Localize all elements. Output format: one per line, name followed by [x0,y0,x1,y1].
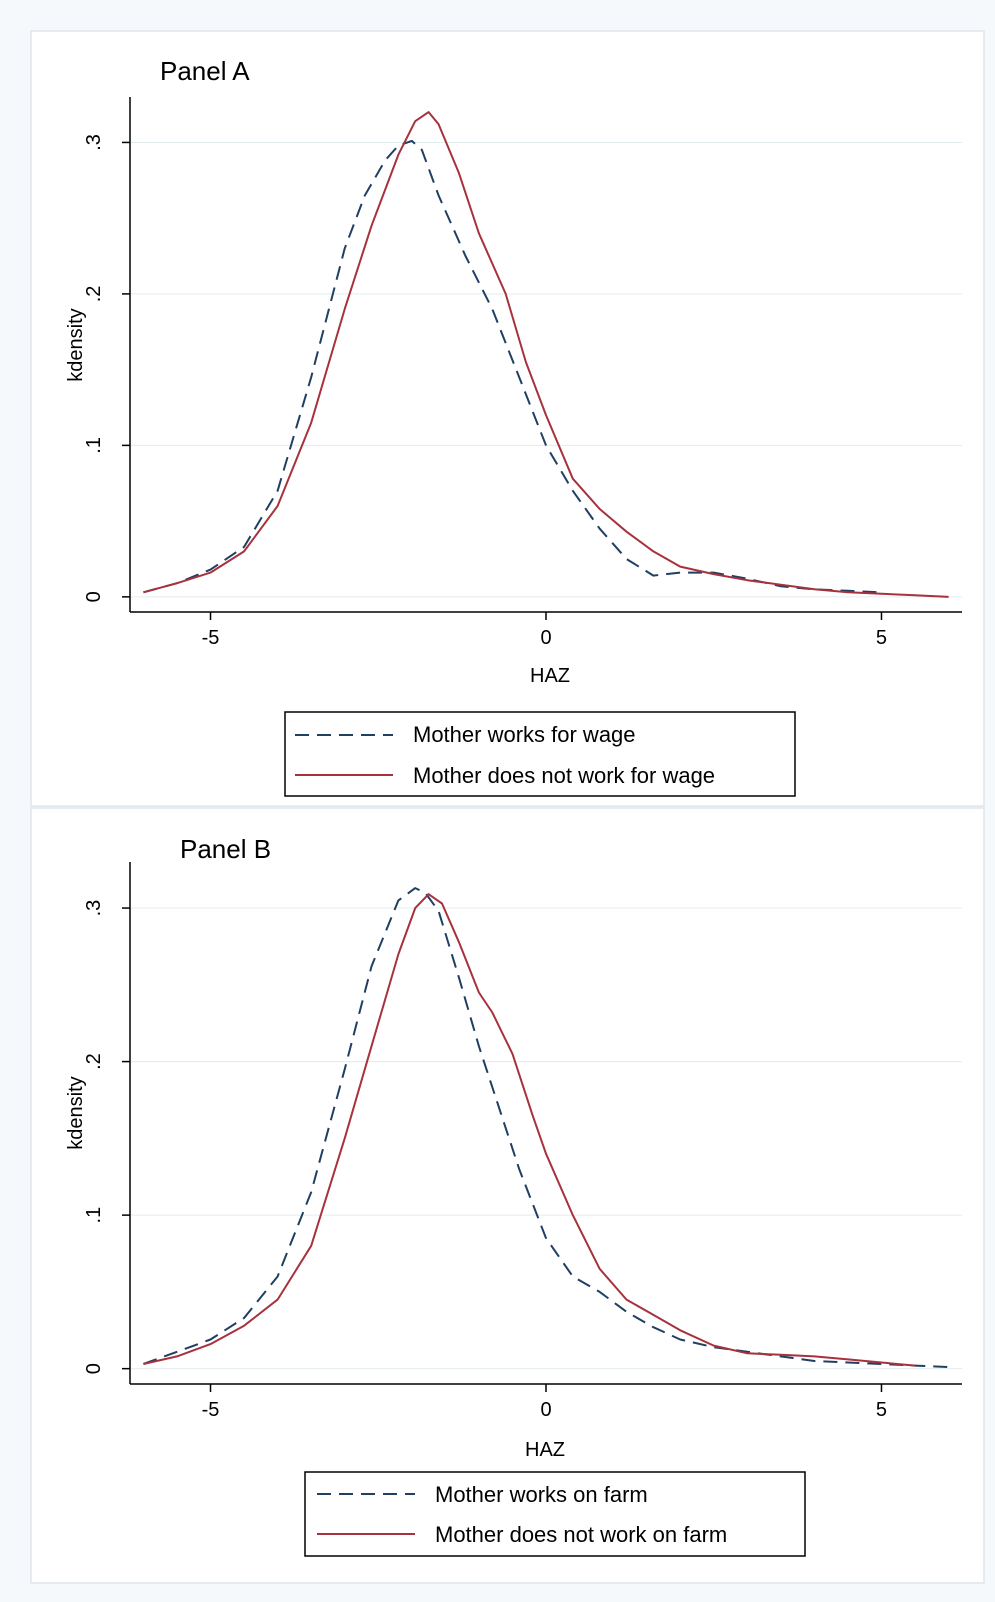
panel-b-ytick-label: .3 [83,900,105,917]
panel-b-background [30,807,985,1584]
panel-a-legend-label-no-wage: Mother does not work for wage [413,763,715,788]
panel-b-series-solid-line [143,893,916,1367]
panel-b-legend: Mother works on farm Mother does not wor… [304,1471,806,1557]
panel-b-legend-label-no-farm: Mother does not work on farm [435,1522,727,1547]
panel-b-ytick-label: .1 [83,1207,105,1224]
panel-a-plot: 0 .1 .2 .3 -5 0 5 [83,97,962,649]
panel-a-ytick-label: .2 [83,286,105,303]
panel-b-xtick-label: 5 [876,1399,887,1421]
panel-b-ytick-label: .2 [83,1053,105,1070]
panel-b-legend-box [304,1471,806,1557]
panel-b-xlabel: HAZ [525,1439,565,1461]
panel-b-plot: 0 .1 .2 .3 -5 0 5 [83,862,962,1421]
panel-a-legend-box [284,711,796,797]
panel-b-legend-label-farm: Mother works on farm [435,1482,648,1507]
panel-a-ylabel: kdensity [65,308,87,381]
panel-a-ytick-label: .3 [83,134,105,151]
panel-a-xlabel: HAZ [530,665,570,687]
panel-a-ytick-label: 0 [83,591,105,602]
panel-a-ytick-label: .1 [83,437,105,454]
panel-b-series-dashed-line [143,887,949,1369]
panel-a-background [30,30,985,807]
panel-b-xtick-label: 0 [540,1399,551,1421]
panel-a-series-dashed-line [143,139,882,594]
panel-a-xtick-label: -5 [202,627,220,649]
panel-a: Panel A kdensity HAZ 0 .1 .2 .3 -5 0 5 Mother … [30,30,985,807]
panel-b-xtick-label: -5 [202,1399,220,1421]
panel-a-xtick-label: 0 [540,627,551,649]
panel-b: Panel B kdensity HAZ 0 .1 .2 .3 -5 0 5 Mother … [30,807,985,1584]
panel-b-ylabel: kdensity [65,1076,87,1149]
panel-a-legend-label-wage: Mother works for wage [413,722,636,747]
panel-a-xtick-label: 5 [876,627,887,649]
panel-b-title: Panel B [180,834,271,864]
panel-a-title: Panel A [160,56,250,86]
panel-a-legend: Mother works for wage Mother does not wo… [284,711,796,797]
panel-b-ytick-label: 0 [83,1363,105,1374]
panel-a-series-solid-line [143,111,949,598]
